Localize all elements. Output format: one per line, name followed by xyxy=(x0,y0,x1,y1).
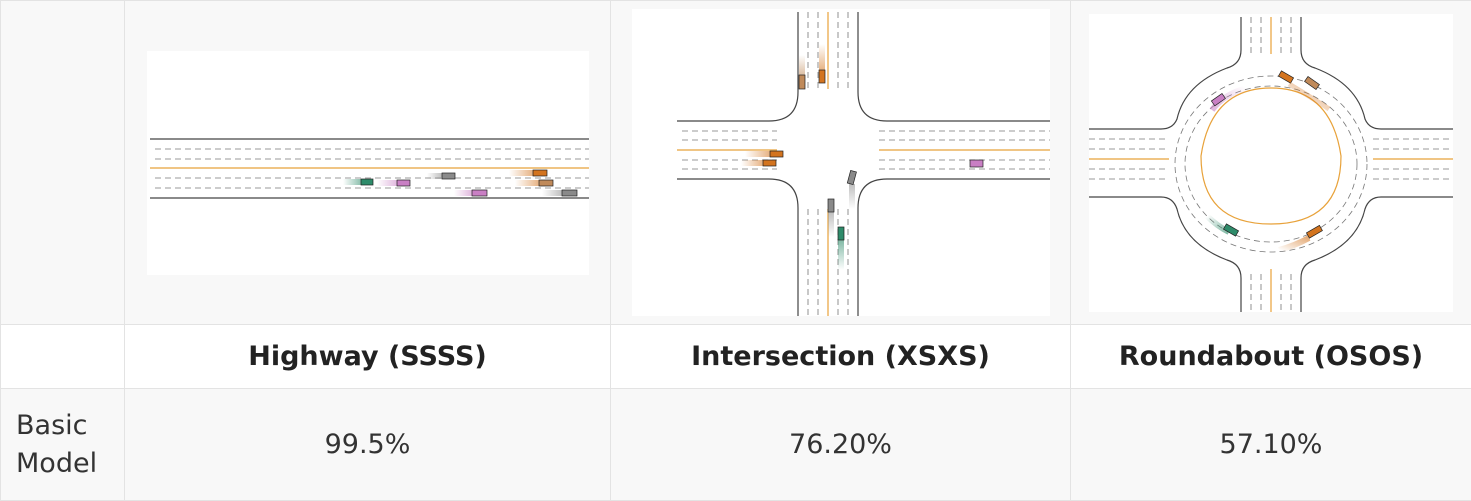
scenario-header: Roundabout (OSOS) xyxy=(1071,325,1471,389)
corner-cell xyxy=(1,1,125,325)
highway-image-cell xyxy=(125,1,611,325)
value-cell: 76.20% xyxy=(611,389,1071,501)
roundabout-image-cell xyxy=(1071,1,1471,325)
header-corner-cell xyxy=(1,325,125,389)
row-label: Basic Model xyxy=(1,389,125,501)
value-cell: 99.5% xyxy=(125,389,611,501)
header-row: Highway (SSSS) Intersection (XSXS) Round… xyxy=(1,325,1471,389)
roundabout-scene-image xyxy=(1089,14,1453,312)
table-row: Basic Model 99.5% 76.20% 57.10% xyxy=(1,389,1471,501)
scenario-header: Intersection (XSXS) xyxy=(611,325,1071,389)
image-row xyxy=(1,1,1471,325)
intersection-image-cell xyxy=(611,1,1071,325)
scenario-header: Highway (SSSS) xyxy=(125,325,611,389)
intersection-scene-image xyxy=(632,9,1050,316)
highway-scene-image xyxy=(147,51,589,275)
value-cell: 57.10% xyxy=(1071,389,1471,501)
